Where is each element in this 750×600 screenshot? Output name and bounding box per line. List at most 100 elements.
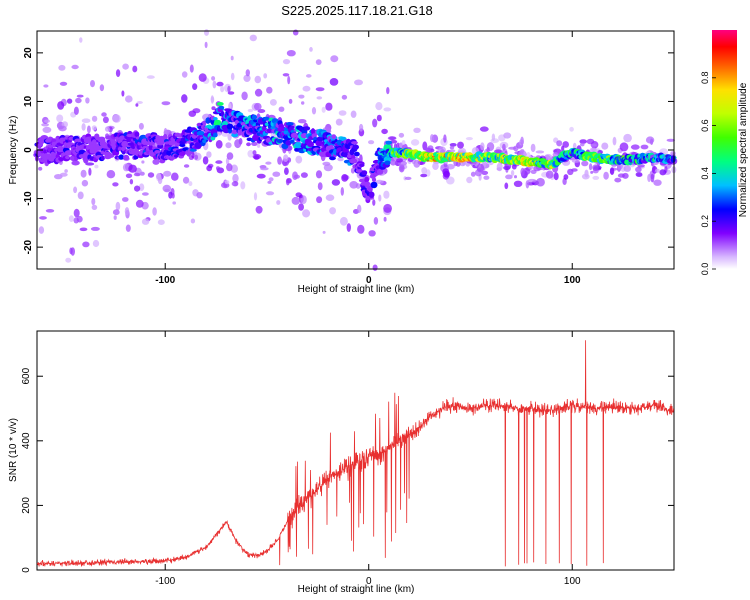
spectrogram-speckle: [647, 174, 651, 182]
colorbar-gradient: [712, 30, 737, 269]
spectrogram-speckle: [545, 170, 554, 179]
spectrogram-speckle: [88, 167, 92, 176]
spectrogram-speckle: [635, 172, 643, 177]
spectrogram-speckle: [106, 170, 116, 179]
spectrogram-speckle: [494, 149, 503, 154]
spectrogram-y-tick-label: 0: [23, 147, 34, 153]
spectrogram-speckle: [670, 151, 676, 156]
spectrogram-speckle: [340, 187, 344, 196]
spectrogram-speckle: [373, 217, 379, 225]
spectrogram-speckle: [398, 164, 405, 173]
spectrogram-x-tick-label: -100: [155, 275, 175, 286]
spectrogram-speckle: [121, 90, 125, 97]
spectrogram-ridge-cell: [316, 136, 325, 142]
spectrogram-speckle: [295, 192, 302, 198]
spectrogram-y-ticks: -20 -10 0 10 20: [23, 47, 674, 254]
spectrogram-speckle: [481, 170, 489, 175]
spectrogram-speckle: [132, 65, 138, 73]
spectrogram-speckle: [266, 86, 273, 94]
spectrogram-speckle: [359, 123, 364, 132]
spectrogram-speckle: [245, 69, 250, 77]
spectrogram-speckle: [561, 145, 565, 152]
spectrogram-speckle: [94, 164, 99, 169]
spectrogram-speckle: [113, 215, 117, 220]
spectrogram-ridge-cell: [290, 125, 295, 129]
spectrogram-speckle: [79, 227, 88, 232]
spectrogram-speckle: [601, 142, 609, 150]
spectrogram-speckle: [115, 69, 121, 77]
spectrogram-speckle: [579, 139, 587, 144]
spectrogram-speckle: [325, 102, 333, 111]
spectrogram-speckle: [267, 180, 272, 184]
spectrogram-speckle: [112, 182, 119, 187]
spectrogram-speckle: [457, 141, 464, 149]
spectrogram-speckle: [525, 180, 530, 189]
spectrogram-ridge-cell: [154, 150, 161, 154]
spectrogram-speckle: [505, 174, 513, 180]
spectrogram-speckle: [563, 174, 569, 180]
spectrogram-speckle: [283, 154, 289, 162]
spectrogram-speckle: [398, 132, 405, 138]
spectrogram-speckle: [181, 71, 188, 78]
spectrogram-ridge-cell: [383, 144, 392, 151]
spectrogram-speckle: [181, 94, 188, 103]
spectrogram-speckle: [571, 159, 580, 163]
spectrogram-speckle: [325, 194, 335, 201]
spectrogram-speckle: [188, 181, 193, 187]
spectrogram-speckle: [249, 34, 257, 42]
spectrogram-speckle: [302, 209, 311, 218]
spectrogram-ridge-cell: [276, 139, 284, 143]
spectrogram-speckle: [372, 199, 376, 206]
spectrogram-speckle: [496, 162, 503, 172]
spectrogram-speckle: [162, 184, 172, 192]
spectrogram-speckle: [553, 172, 559, 181]
spectrogram-speckle: [171, 172, 179, 181]
snr-y-tick-label: 600: [21, 367, 32, 384]
spectrogram-speckle: [41, 123, 49, 127]
spectrogram-speckle: [486, 147, 490, 153]
spectrogram-speckle: [232, 173, 239, 183]
spectrogram-speckle: [323, 164, 333, 172]
spectrogram-marks: [33, 29, 678, 271]
spectrogram-speckle: [138, 122, 144, 130]
spectrogram-speckle: [640, 144, 649, 150]
spectrogram-speckle: [329, 78, 339, 86]
spectrogram-y-label: Frequency (Hz): [8, 116, 19, 185]
spectrogram-speckle: [247, 150, 254, 158]
spectrogram-speckle: [282, 59, 291, 65]
spectrogram-ridge-cell: [82, 152, 89, 159]
spectrogram-ridge-cell: [179, 143, 186, 147]
spectrogram-speckle: [413, 127, 421, 133]
spectrogram-speckle: [141, 218, 150, 225]
spectrogram-speckle: [572, 142, 577, 150]
spectrogram-speckle: [198, 73, 207, 82]
spectrogram-speckle: [204, 41, 208, 49]
spectrogram-ridge-cell: [216, 102, 224, 106]
spectrogram-speckle: [142, 192, 149, 196]
spectrogram-speckle: [311, 107, 317, 115]
spectrogram-speckle: [225, 142, 232, 149]
spectrogram-speckle: [65, 257, 72, 263]
spectrogram-speckle: [38, 166, 43, 171]
spectrogram-speckle: [295, 155, 303, 164]
spectrogram-speckle: [359, 154, 363, 164]
spectrogram-speckle: [612, 136, 617, 146]
spectrogram-speckle: [329, 207, 336, 215]
spectrogram-speckle: [206, 165, 213, 172]
spectrogram-ridge-cell: [83, 156, 89, 164]
spectrogram-speckle: [321, 106, 326, 113]
spectrogram-speckle: [64, 169, 68, 173]
spectrogram-speckle: [315, 87, 325, 92]
spectrogram-ridge-cell: [285, 122, 294, 126]
spectrogram-speckle: [39, 216, 47, 220]
spectrogram-speckle: [257, 143, 261, 148]
spectrogram-speckle: [562, 141, 569, 148]
spectrogram-speckle: [227, 102, 232, 110]
spectrogram-speckle: [128, 164, 137, 173]
spectrogram-speckle: [43, 84, 49, 88]
spectrogram-speckle: [316, 96, 323, 100]
spectrogram-speckle: [80, 169, 87, 178]
spectrogram-speckle: [315, 170, 323, 179]
spectrogram-speckle: [530, 143, 536, 153]
spectrogram-speckle: [73, 186, 78, 194]
